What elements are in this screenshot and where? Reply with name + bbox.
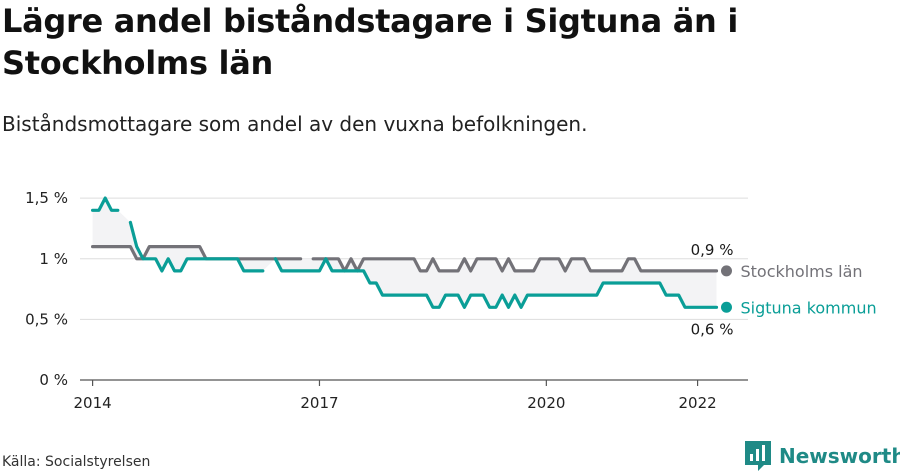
series-line-sigtuna — [91, 196, 719, 309]
y-tick-label: 1 % — [39, 250, 68, 268]
series-name-sigtuna: Sigtuna kommun — [740, 298, 876, 317]
x-tick-label: 2020 — [527, 394, 565, 412]
series-name-stockholm: Stockholms län — [740, 262, 862, 281]
line-chart: 0 % 0,5 % 1 % 1,5 % 2014 2017 2020 2022 Stockho… — [25, 189, 877, 412]
series-end-marker-sigtuna — [720, 301, 732, 313]
axes: 0 % 0,5 % 1 % 1,5 % 2014 2017 2020 2022 — [25, 189, 717, 412]
brand-name: Newsworthy — [779, 444, 900, 468]
labels: Stockholms län 0,9 % Sigtuna kommun 0,6 % — [691, 241, 877, 338]
brand-logo[interactable]: Newsworthy — [745, 441, 900, 471]
x-tick-label: 2022 — [678, 394, 716, 412]
y-tick-label: 0,5 % — [25, 310, 68, 328]
bar-chart-logo-icon — [745, 441, 771, 471]
end-value-label-stockholm: 0,9 % — [691, 241, 734, 259]
chart-title: Lägre andel biståndstagare i Sigtuna än … — [2, 2, 738, 82]
series-lines — [91, 196, 732, 313]
source-note: Källa: Socialstyrelsen — [2, 454, 151, 470]
series-end-marker-stockholm — [720, 265, 732, 277]
x-tick-label: 2017 — [300, 394, 338, 412]
y-tick-label: 0 % — [39, 371, 68, 389]
y-tick-label: 1,5 % — [25, 189, 68, 207]
chart-subtitle: Biståndsmottagare som andel av den vuxna… — [2, 112, 588, 136]
series-line-stockholm — [91, 245, 719, 273]
end-value-label-sigtuna: 0,6 % — [691, 320, 734, 338]
x-tick-label: 2014 — [74, 394, 112, 412]
difference-band — [92, 198, 717, 308]
